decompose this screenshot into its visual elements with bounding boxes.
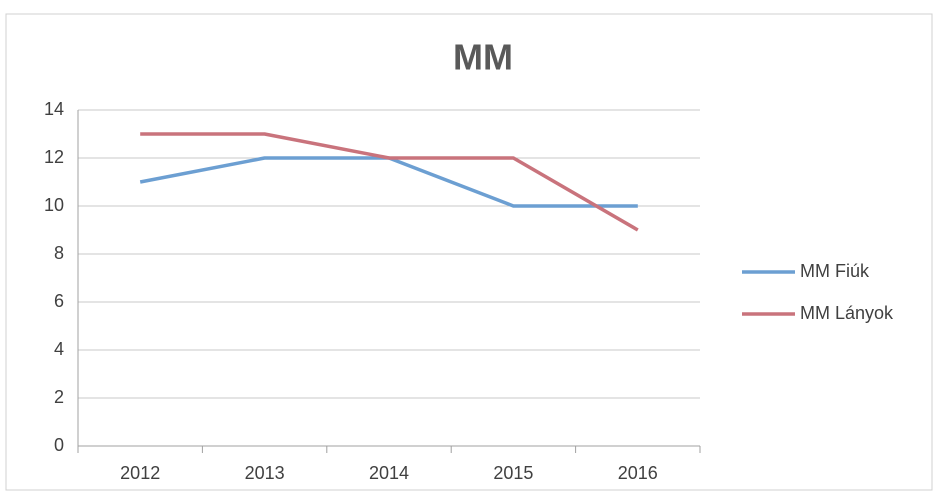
chart-title: MM — [453, 37, 513, 78]
y-tick-label: 0 — [54, 435, 64, 455]
legend-label: MM Fiúk — [800, 261, 870, 281]
legend-label: MM Lányok — [800, 303, 894, 323]
y-tick-label: 2 — [54, 387, 64, 407]
x-tick-label: 2013 — [245, 463, 285, 483]
y-tick-label: 4 — [54, 339, 64, 359]
x-tick-label: 2012 — [120, 463, 160, 483]
series-line — [140, 132, 639, 232]
x-tick-label: 2015 — [493, 463, 533, 483]
chart-frame — [5, 13, 933, 491]
y-tick-label: 8 — [54, 243, 64, 263]
x-tick-label: 2016 — [618, 463, 658, 483]
y-tick-label: 10 — [44, 195, 64, 215]
y-tick-label: 6 — [54, 291, 64, 311]
x-tick-label: 2014 — [369, 463, 409, 483]
y-tick-label: 14 — [44, 99, 64, 119]
y-tick-label: 12 — [44, 147, 64, 167]
series-line — [139, 156, 638, 208]
